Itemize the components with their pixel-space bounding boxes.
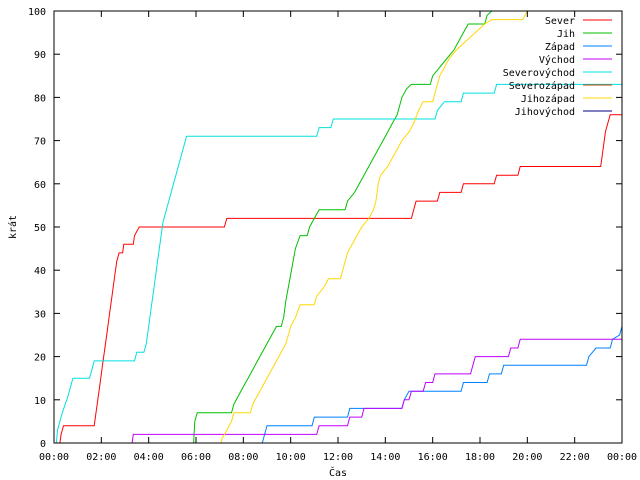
x-tick-label: 10:00 xyxy=(276,452,306,463)
y-axis-title: krát xyxy=(7,215,19,239)
x-tick-label: 04:00 xyxy=(134,452,164,463)
y-tick-label: 10 xyxy=(34,396,46,407)
legend: Sever JihZápadVýchodSeverovýchodSeverozáp… xyxy=(503,16,612,118)
legend-label: Východ xyxy=(539,54,575,66)
series-line xyxy=(261,326,623,444)
y-tick-label: 90 xyxy=(34,50,46,61)
x-tick-label: 00:00 xyxy=(39,452,69,463)
series-line xyxy=(131,338,622,444)
series-line xyxy=(220,10,528,444)
x-tick-label: 16:00 xyxy=(418,452,448,463)
y-tick-label: 40 xyxy=(34,266,46,277)
legend-label: Severovýchod xyxy=(503,67,575,79)
y-tick-label: 0 xyxy=(40,439,46,450)
x-tick-label: 22:00 xyxy=(560,452,590,463)
x-tick-label: 00:00 xyxy=(607,452,637,463)
series-line xyxy=(55,83,622,444)
axes: 0 10 20 30 40 50 60 70 80 90 100 00:00 02:00 04:00 06:… xyxy=(28,7,637,463)
x-tick-label: 20:00 xyxy=(512,452,542,463)
legend-label: Severozápad xyxy=(509,80,575,92)
y-tick-label: 30 xyxy=(34,309,46,320)
x-tick-label: 06:00 xyxy=(181,452,211,463)
series-line xyxy=(59,114,622,444)
y-tick-label: 80 xyxy=(34,93,46,104)
legend-label: Západ xyxy=(545,41,575,53)
x-tick-label: 08:00 xyxy=(228,452,258,463)
plot-area xyxy=(55,10,623,444)
x-tick-label: 18:00 xyxy=(465,452,495,463)
x-tick-label: 02:00 xyxy=(86,452,116,463)
x-axis-title: Čas xyxy=(329,466,347,479)
y-tick-label: 20 xyxy=(34,353,46,364)
legend-label: Jihovýchod xyxy=(515,106,575,118)
y-tick-label: 70 xyxy=(34,137,46,148)
legend-label: Sever xyxy=(545,16,575,27)
legend-label: Jih xyxy=(557,29,575,40)
y-tick-label: 100 xyxy=(28,7,46,18)
x-tick-label: 14:00 xyxy=(370,452,400,463)
legend-label: Jihozápad xyxy=(521,93,575,105)
y-tick-label: 50 xyxy=(34,223,46,234)
series-line xyxy=(193,10,493,444)
x-tick-label: 12:00 xyxy=(323,452,353,463)
y-tick-label: 60 xyxy=(34,180,46,191)
